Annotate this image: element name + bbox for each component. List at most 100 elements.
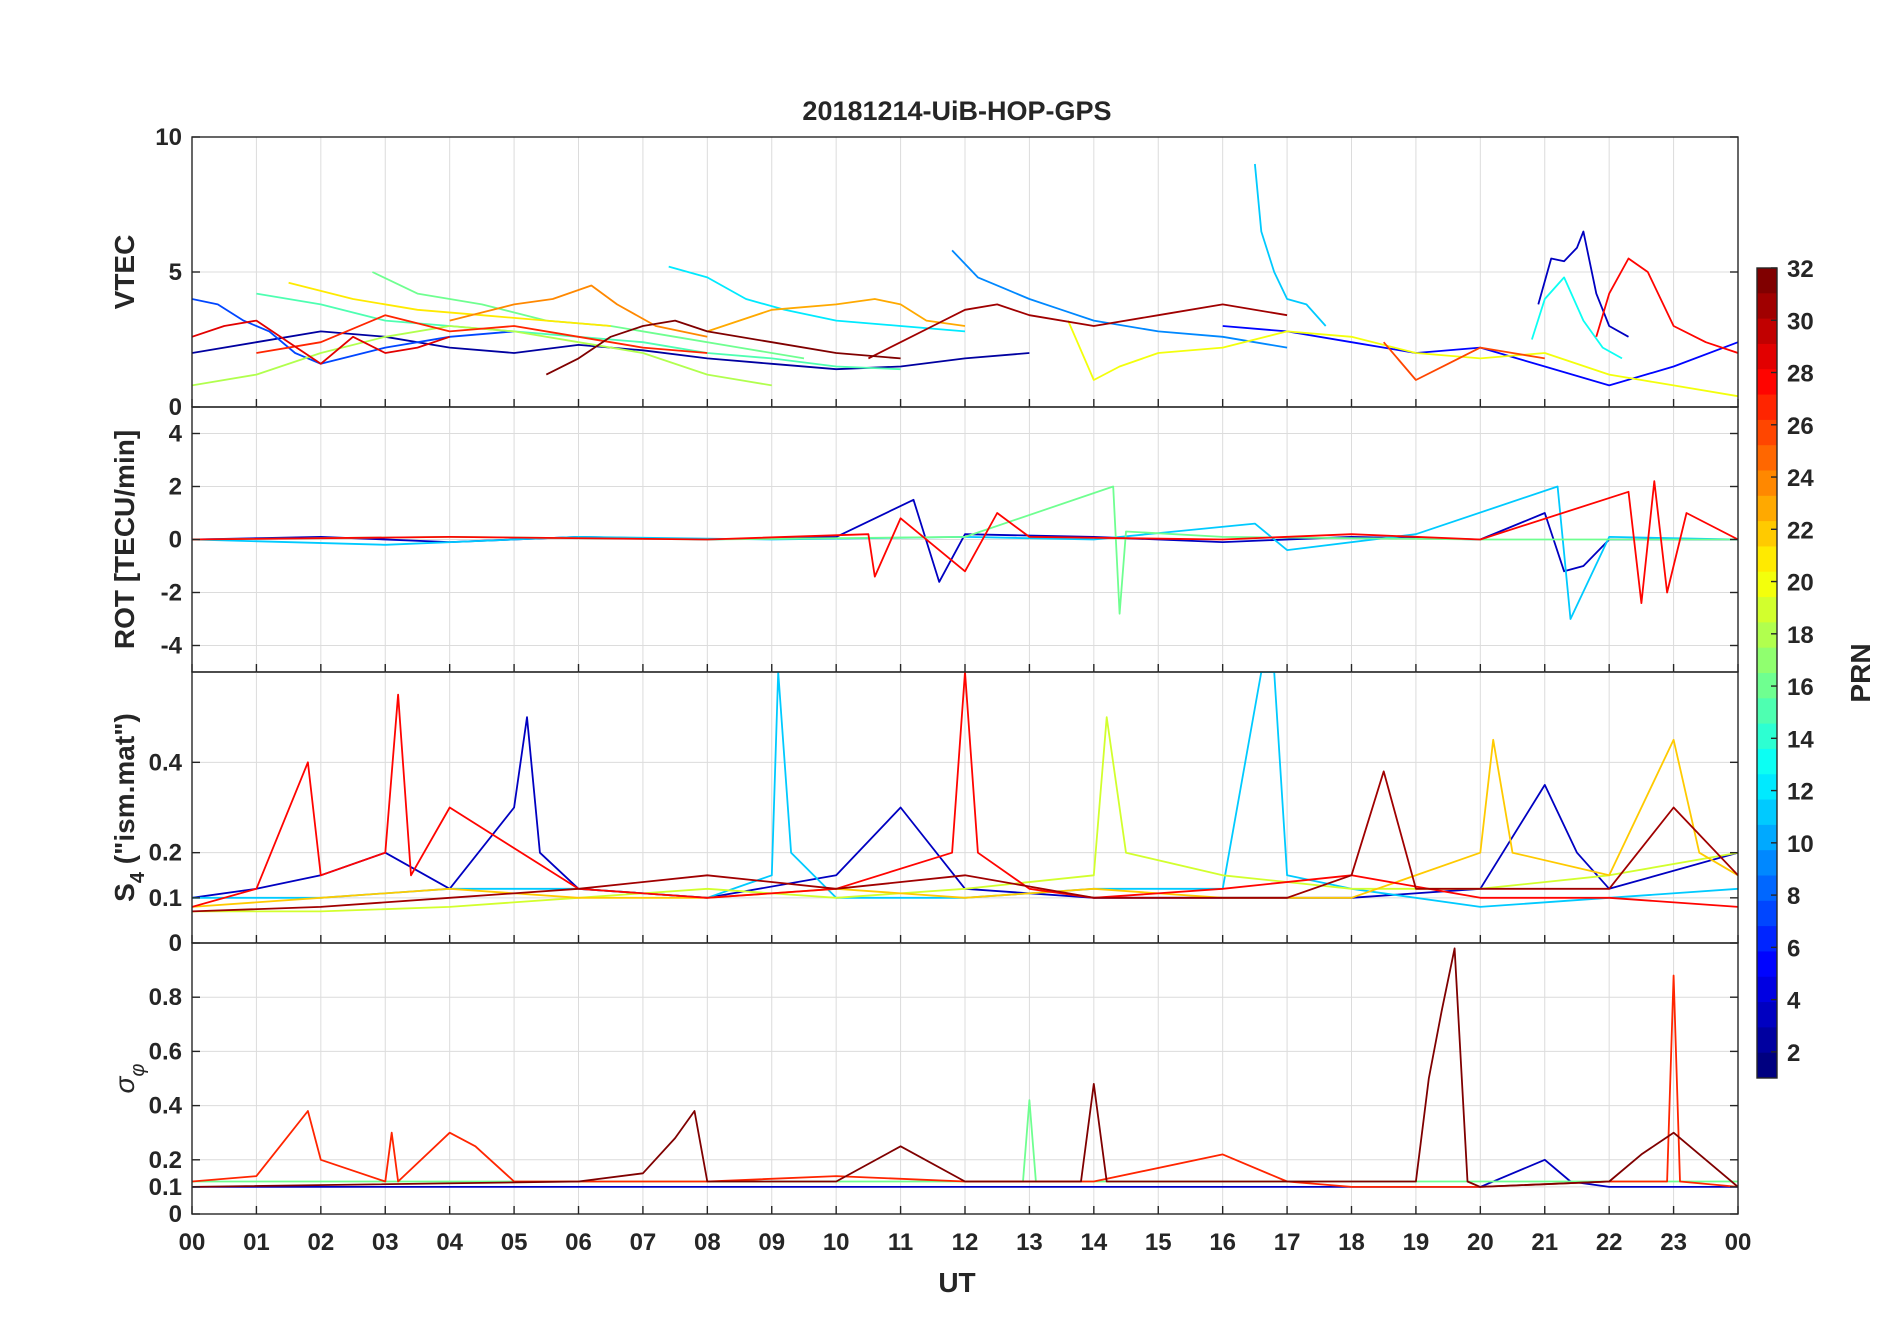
colorbar-frame [1756, 267, 1778, 1079]
x-tick-label: 11 [888, 1229, 913, 1256]
y-tick-label: 0.6 [149, 1038, 182, 1065]
series-line-prn-7 [192, 298, 515, 365]
colorbar-tick-label: 2 [1787, 1040, 1800, 1067]
series-line-prn-3 [192, 716, 1738, 899]
y-tick-label: 0.4 [149, 749, 183, 776]
colorbar-segment [1757, 394, 1777, 421]
colorbar-segment [1757, 799, 1777, 826]
colorbar-segment [1757, 445, 1777, 471]
x-tick-label: 04 [436, 1229, 463, 1256]
colorbar-tick-label: 22 [1787, 517, 1814, 544]
x-tick-label: 07 [630, 1229, 657, 1256]
colorbar-segment [1757, 597, 1777, 623]
colorbar-segment [1757, 1052, 1777, 1079]
colorbar-segment [1757, 268, 1777, 294]
colorbar-tick-label: 30 [1787, 308, 1814, 335]
series-line-prn-28 [192, 480, 1738, 604]
colorbar-segment [1757, 850, 1777, 876]
colorbar-segment [1757, 546, 1777, 573]
colorbar-tick-label: 16 [1787, 674, 1814, 701]
panel-sigma_phi: 00.10.2 0.4 0.6 0.8 σφ [109, 942, 1739, 1228]
colorbar-segment [1757, 1027, 1777, 1054]
x-tick-label: 01 [243, 1229, 270, 1256]
x-tick-label: 03 [372, 1229, 399, 1256]
colorbar-tick-label: 26 [1787, 413, 1814, 440]
colorbar-tick-label: 24 [1787, 465, 1814, 492]
colorbar-segment [1757, 774, 1777, 801]
y-axis-title-rot: ROT [TECU/min] [109, 430, 140, 649]
panel-rot: -4 -2 0 2 4 ROT [TECU/min] [109, 406, 1739, 673]
series-line-prn-3 [1537, 230, 1629, 338]
y-tick-label: 0 [169, 394, 182, 421]
y-tick-label: 0.2 [149, 840, 182, 867]
y-tick-label: 0 [169, 1201, 182, 1228]
y-tick-label: 0 [169, 527, 182, 554]
y-tick-label: 2 [169, 474, 182, 501]
prn-colorbar: 32 30 28 26 24 22 20 18 16 14 12 10 8 6 4 2 PRN [1756, 256, 1876, 1079]
colorbar-segment [1757, 318, 1777, 345]
colorbar-tick-label: 8 [1787, 883, 1800, 910]
series-line-prn-21 [288, 281, 611, 327]
colorbar-segment [1757, 647, 1777, 674]
y-tick-label: 0.2 [149, 1147, 182, 1174]
y-tick-label: -2 [161, 580, 182, 607]
x-tick-label: 22 [1596, 1229, 1623, 1256]
x-axis-title: UT [938, 1267, 975, 1298]
series-line-prn-9 [951, 249, 1288, 349]
colorbar-segment [1757, 1002, 1777, 1028]
colorbar-segment [1757, 343, 1777, 370]
series-line-prn-11 [1254, 163, 1327, 327]
y-tick-label: 10 [155, 124, 182, 151]
series-line-prn-28 [1595, 257, 1738, 354]
x-tick-label: 02 [307, 1229, 334, 1256]
colorbar-segment [1757, 976, 1777, 1003]
colorbar-tick-label: 18 [1787, 622, 1814, 649]
colorbar-segment [1757, 875, 1777, 902]
x-tick-label: 19 [1403, 1229, 1430, 1256]
series-line-prn-29 [192, 319, 450, 365]
series-line-prn-24 [449, 284, 708, 338]
x-tick-label: 08 [694, 1229, 721, 1256]
series-group [192, 947, 1738, 1188]
x-tick-label: 05 [501, 1229, 528, 1256]
series-line-prn-32 [545, 319, 901, 376]
series-line-prn-27 [192, 974, 1738, 1188]
colorbar-tick-label: 12 [1787, 779, 1814, 806]
y-tick-label: 0.1 [149, 1174, 182, 1201]
series-line-prn-31 [867, 303, 1288, 360]
y-axis-title-vtec: VTEC [109, 235, 140, 310]
series-line-prn-27 [256, 314, 708, 354]
series-line-prn-12 [668, 265, 966, 333]
x-tick-label: 00 [179, 1229, 206, 1256]
series-line-prn-31 [192, 770, 1738, 913]
x-tick-label: 17 [1274, 1229, 1301, 1256]
y-axis-title-s4: S4 ("ism.mat") [109, 713, 149, 902]
colorbar-segment [1757, 293, 1777, 320]
x-tick-label: 12 [952, 1229, 979, 1256]
colorbar-tick-label: 28 [1787, 361, 1814, 388]
colorbar-segment [1757, 521, 1777, 547]
series-line-prn-32 [192, 947, 1738, 1188]
colorbar-segment [1757, 723, 1777, 750]
x-tick-label: 13 [1016, 1229, 1043, 1256]
colorbar-segment [1757, 951, 1777, 978]
x-tick-label: 00 [1725, 1229, 1752, 1256]
x-tick-label: 21 [1531, 1229, 1558, 1256]
panel-vtec: 0 5 10 VTEC [109, 124, 1739, 421]
colorbar-segment [1757, 369, 1777, 396]
colorbar-segment [1757, 495, 1777, 522]
series-group [192, 480, 1738, 620]
series-group [192, 163, 1738, 398]
y-tick-label: 0 [169, 930, 182, 957]
colorbar-tick-label: 10 [1787, 831, 1814, 858]
colorbar-segment [1757, 622, 1777, 649]
colorbar-segment [1757, 571, 1777, 598]
colorbar-label: PRN [1845, 643, 1876, 702]
y-tick-label: 4 [169, 421, 183, 448]
x-tick-label: 14 [1080, 1229, 1107, 1256]
colorbar-segment [1757, 419, 1777, 446]
colorbar-segment [1757, 470, 1777, 497]
series-line-prn-11 [192, 485, 1738, 620]
